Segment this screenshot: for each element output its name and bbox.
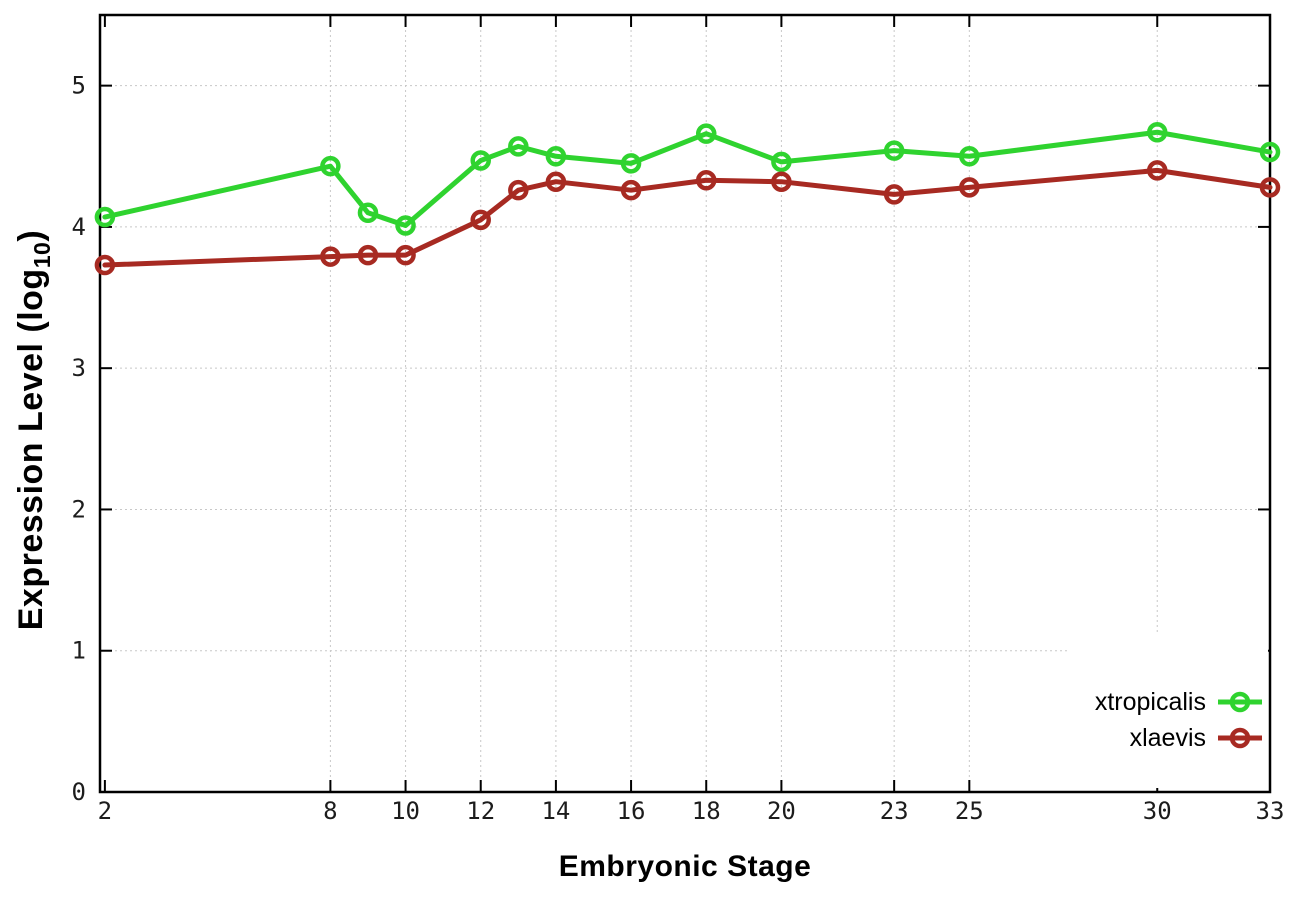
data-point-xlaevis <box>94 254 116 276</box>
y-axis-label-end: ) <box>12 229 51 242</box>
legend-item-xtropicalis: xtropicalis <box>1095 685 1264 719</box>
series-xtropicalis <box>94 122 1281 236</box>
data-point-xlaevis <box>771 171 792 192</box>
data-point-xlaevis <box>545 171 567 192</box>
series-line-xlaevis <box>102 167 1273 268</box>
y-tick-label: 4 <box>72 213 86 241</box>
x-tick-label: 33 <box>1256 797 1285 825</box>
data-point-xtropicalis <box>470 150 491 171</box>
data-point-xtropicalis <box>883 140 905 161</box>
y-tick-label: 2 <box>72 495 86 523</box>
x-tick-label: 8 <box>323 797 337 825</box>
data-point-xtropicalis <box>508 136 529 157</box>
y-axis-label-subscript: 10 <box>28 241 55 269</box>
x-tick-label: 20 <box>767 797 796 825</box>
x-tick-label: 14 <box>541 797 570 825</box>
data-point-xlaevis <box>508 179 529 201</box>
data-point-xlaevis <box>320 246 341 267</box>
y-tick-label: 1 <box>72 637 86 665</box>
data-point-xlaevis <box>470 209 491 231</box>
x-tick-label: 10 <box>391 797 420 825</box>
series-line-xtropicalis <box>102 129 1273 228</box>
x-tick-label: 25 <box>955 797 984 825</box>
data-point-xtropicalis <box>695 123 717 144</box>
x-tick-label: 2 <box>98 797 112 825</box>
legend-label-xlaevis: xlaevis <box>1129 723 1206 752</box>
data-point-xtropicalis <box>357 202 379 224</box>
x-tick-label: 12 <box>466 797 495 825</box>
y-tick-label: 5 <box>72 72 86 100</box>
data-point-xtropicalis <box>771 151 792 173</box>
data-point-xlaevis <box>695 170 717 191</box>
plot-border <box>98 13 1272 794</box>
data-point-xlaevis <box>620 179 642 201</box>
x-tick-label: 16 <box>617 797 646 825</box>
y-tick-label: 3 <box>72 354 86 382</box>
data-point-xlaevis <box>395 244 416 266</box>
data-point-xtropicalis <box>395 215 416 236</box>
data-point-xlaevis <box>357 244 379 266</box>
data-point-xlaevis <box>883 184 905 205</box>
y-axis-label: Expression Level (log10) <box>12 230 56 631</box>
data-point-xtropicalis <box>94 206 116 228</box>
x-tick-label: 18 <box>692 797 721 825</box>
x-tick-label: 23 <box>880 797 909 825</box>
y-tick-label: 0 <box>72 778 86 806</box>
data-point-xlaevis <box>959 177 980 198</box>
legend: xtropicalis xlaevis <box>1070 634 1268 788</box>
data-point-xtropicalis <box>620 153 642 174</box>
data-point-xtropicalis <box>320 155 341 177</box>
data-point-xtropicalis <box>1146 122 1168 143</box>
series-xlaevis <box>94 160 1281 276</box>
data-point-xlaevis <box>1259 177 1281 198</box>
x-tick-label: 30 <box>1143 797 1172 825</box>
legend-item-xlaevis: xlaevis <box>1130 721 1264 755</box>
x-axis-label: Embryonic Stage <box>558 850 812 883</box>
legend-label-xtropicalis: xtropicalis <box>1094 687 1206 716</box>
data-point-xtropicalis <box>545 146 567 167</box>
data-point-xtropicalis <box>1259 141 1281 163</box>
legend-marker-xlaevis <box>1218 727 1262 749</box>
y-axis-label-main: Expression Level (log <box>12 268 51 631</box>
data-point-xlaevis <box>1146 160 1168 181</box>
legend-marker-xtropicalis <box>1218 691 1262 713</box>
data-point-xtropicalis <box>959 146 980 167</box>
